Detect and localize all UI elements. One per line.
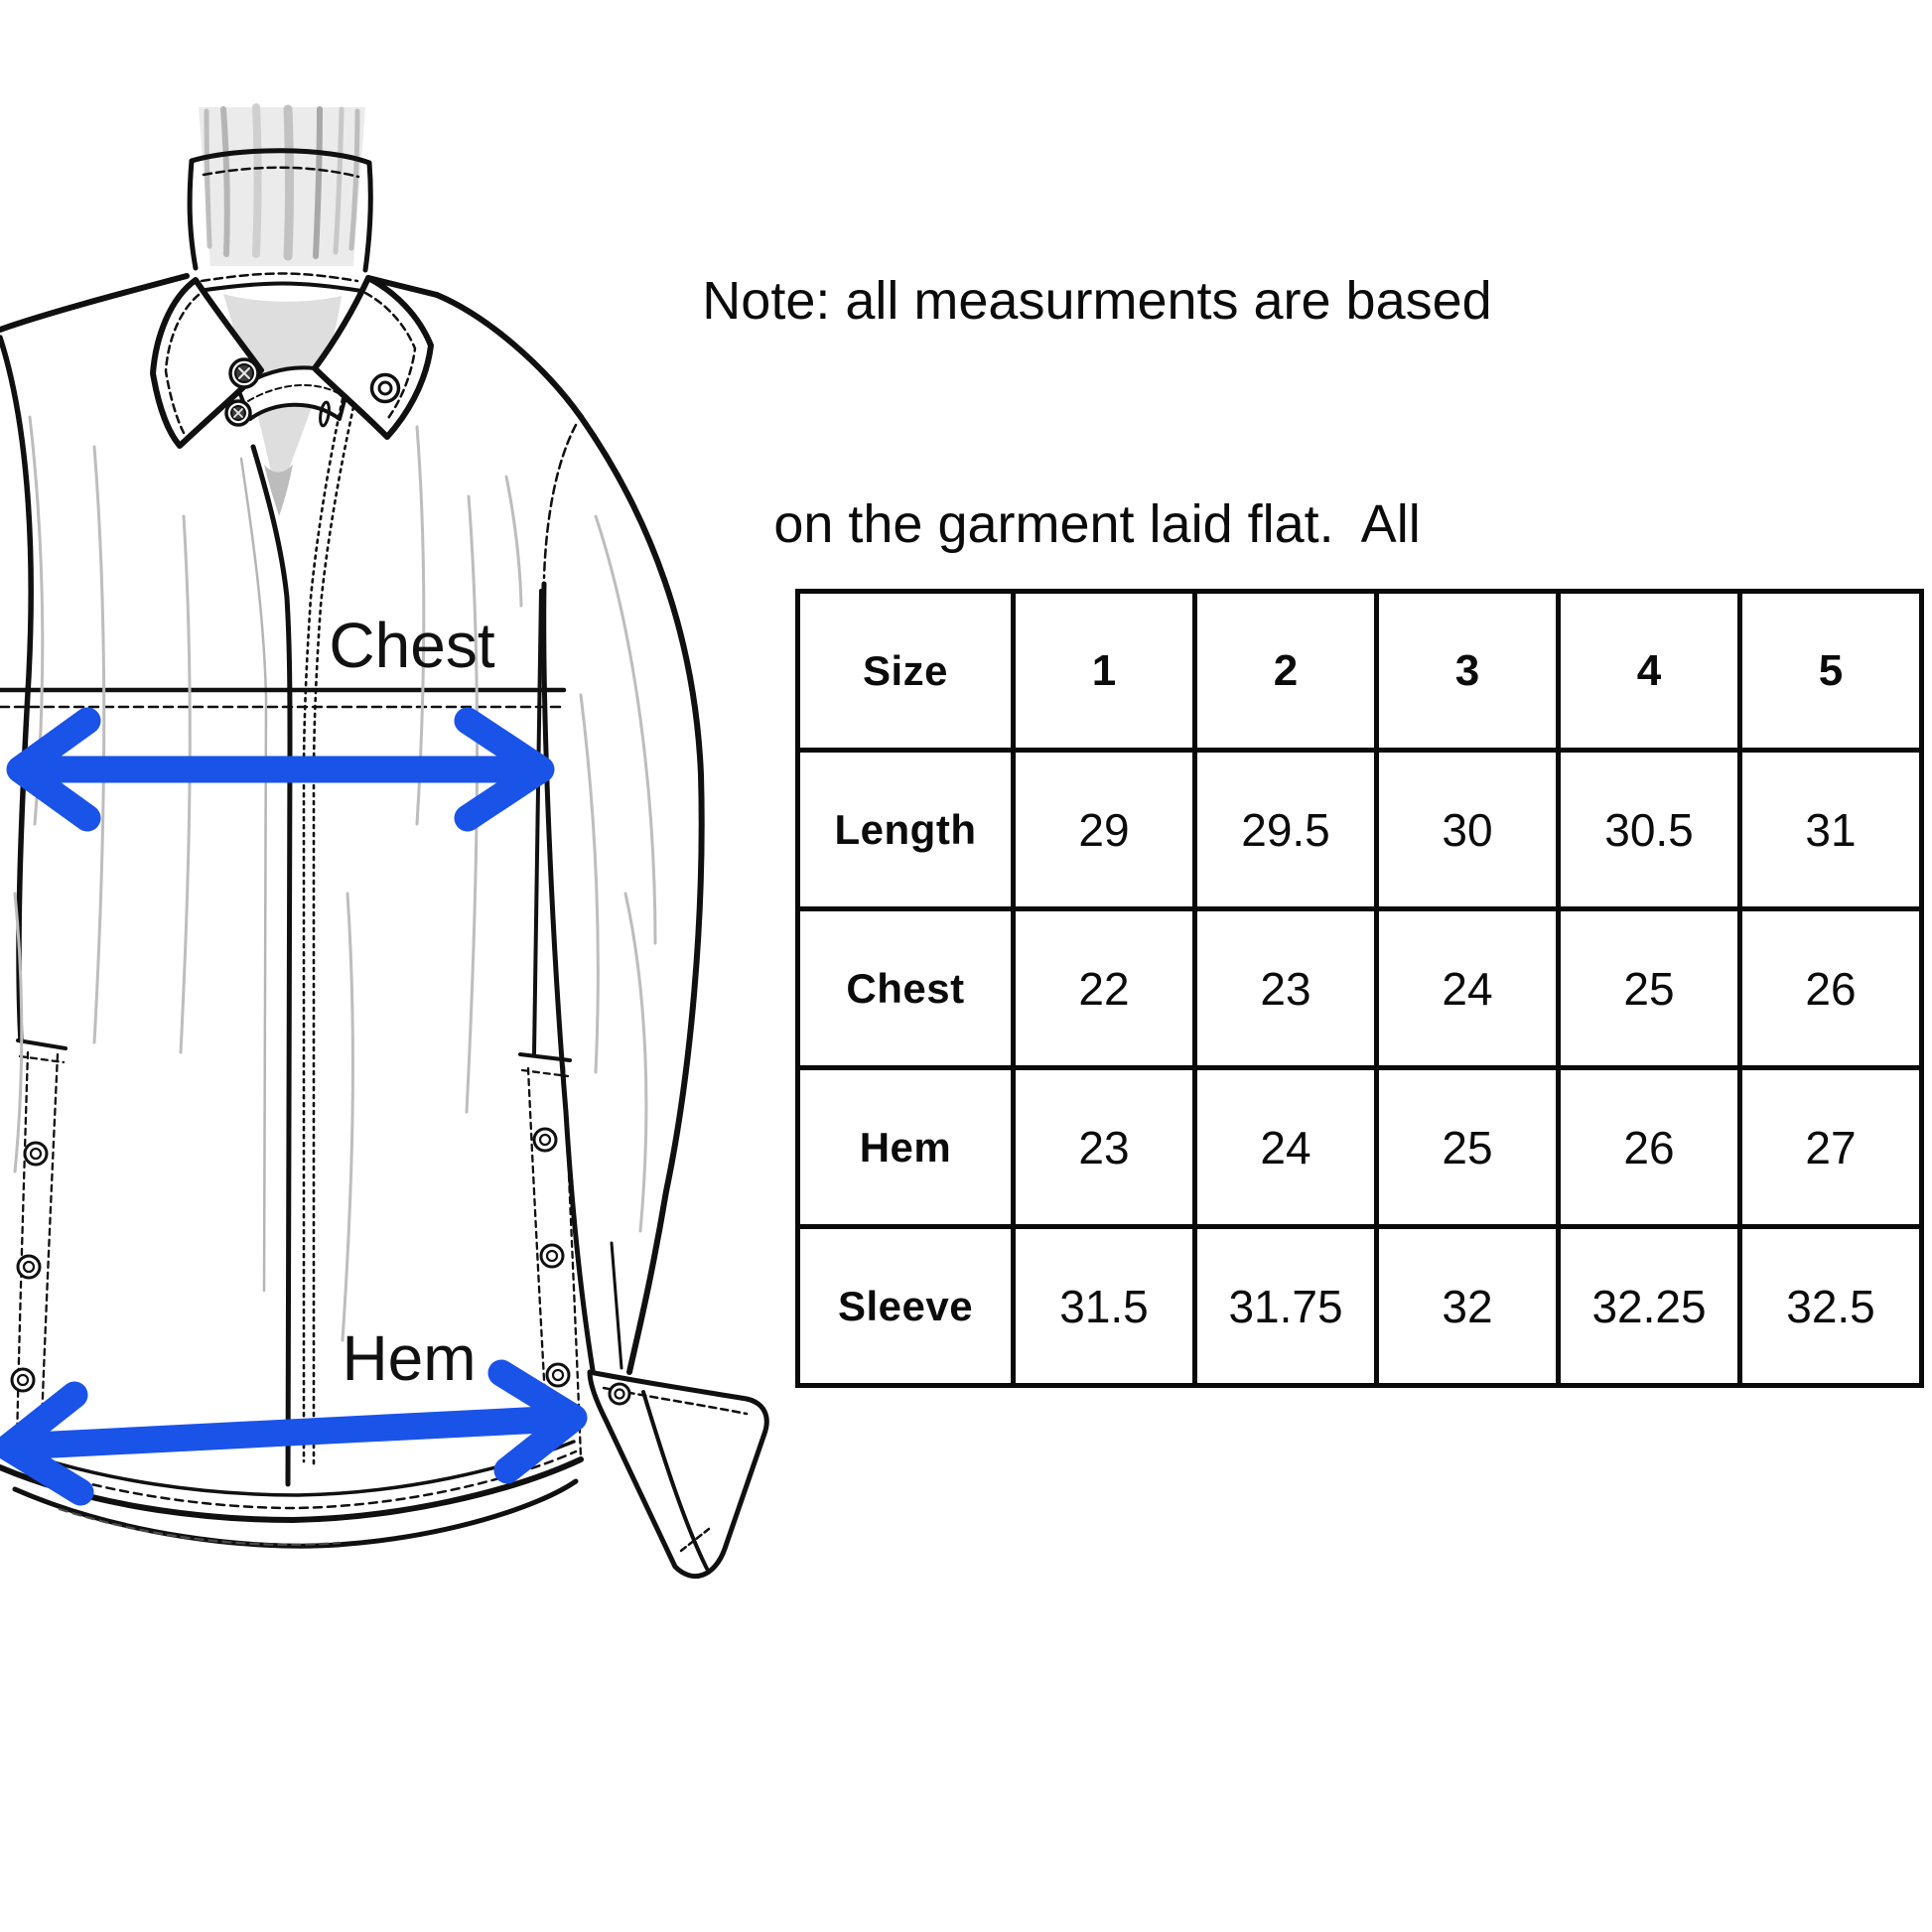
size-chart: Size 1 2 3 4 5 Length 29 29.5 30 30.5 31… xyxy=(795,589,1924,1388)
value-cell: 29.5 xyxy=(1192,748,1379,911)
row-label-cell: Hem xyxy=(795,1065,1016,1229)
left-side-placket xyxy=(15,1038,68,1449)
size-chart-header-row: Size 1 2 3 4 5 xyxy=(795,589,1924,753)
size-chart-header-cell: 5 xyxy=(1737,589,1924,753)
size-chart-header-cell: 1 xyxy=(1011,589,1197,753)
size-chart-row-length: Length 29 29.5 30 30.5 31 xyxy=(795,748,1924,911)
value-cell: 32 xyxy=(1374,1224,1561,1388)
value-cell: 25 xyxy=(1556,906,1742,1070)
value-cell: 32.25 xyxy=(1556,1224,1742,1388)
value-cell: 32.5 xyxy=(1737,1224,1924,1388)
shirt-outline xyxy=(0,148,769,1580)
value-cell: 27 xyxy=(1737,1065,1924,1229)
buttonhole-icon xyxy=(319,400,331,428)
value-cell: 31.5 xyxy=(1011,1224,1197,1388)
value-cell: 24 xyxy=(1374,906,1561,1070)
value-cell: 26 xyxy=(1556,1065,1742,1229)
row-label-cell: Length xyxy=(795,748,1016,911)
size-chart-row-chest: Chest 22 23 24 25 26 xyxy=(795,906,1924,1070)
chest-label: Chest xyxy=(329,610,494,681)
size-chart-header-cell: 4 xyxy=(1556,589,1742,753)
value-cell: 25 xyxy=(1374,1065,1561,1229)
value-cell: 23 xyxy=(1011,1065,1197,1229)
value-cell: 30.5 xyxy=(1556,748,1742,911)
note-line: Note: all measurments are based xyxy=(702,271,1492,331)
size-chart-header-cell: 3 xyxy=(1374,589,1561,753)
hem-measure-arrow xyxy=(0,1359,588,1506)
fabric-fold-lines xyxy=(13,415,657,1342)
value-cell: 31 xyxy=(1737,748,1924,911)
snap-button-icon xyxy=(10,1127,571,1393)
row-label-cell: Sleeve xyxy=(795,1224,1016,1388)
shirt-collar xyxy=(150,275,434,449)
note-line: on the garment laid flat. All xyxy=(773,494,1421,554)
size-chart-row-hem: Hem 23 24 25 26 27 xyxy=(795,1065,1924,1229)
value-cell: 22 xyxy=(1011,906,1197,1070)
size-chart-row-sleeve: Sleeve 31.5 31.75 32 32.25 32.5 xyxy=(795,1224,1924,1388)
chest-measure-arrow xyxy=(6,707,555,832)
size-chart-header-cell: Size xyxy=(795,589,1016,753)
sleeve-cuff xyxy=(587,1241,769,1580)
value-cell: 29 xyxy=(1011,748,1197,911)
placket-button-icon xyxy=(224,399,252,427)
collar-ring-button-icon xyxy=(369,372,401,404)
value-cell: 23 xyxy=(1192,906,1379,1070)
size-chart-header-cell: 2 xyxy=(1192,589,1379,753)
row-label-cell: Chest xyxy=(795,906,1016,1070)
collar-button-icon xyxy=(228,357,260,389)
hem-label: Hem xyxy=(342,1322,476,1394)
value-cell: 26 xyxy=(1737,906,1924,1070)
garment-diagram: Chest Hem xyxy=(0,103,769,1580)
value-cell: 31.75 xyxy=(1192,1224,1379,1388)
value-cell: 24 xyxy=(1192,1065,1379,1229)
value-cell: 30 xyxy=(1374,748,1561,911)
